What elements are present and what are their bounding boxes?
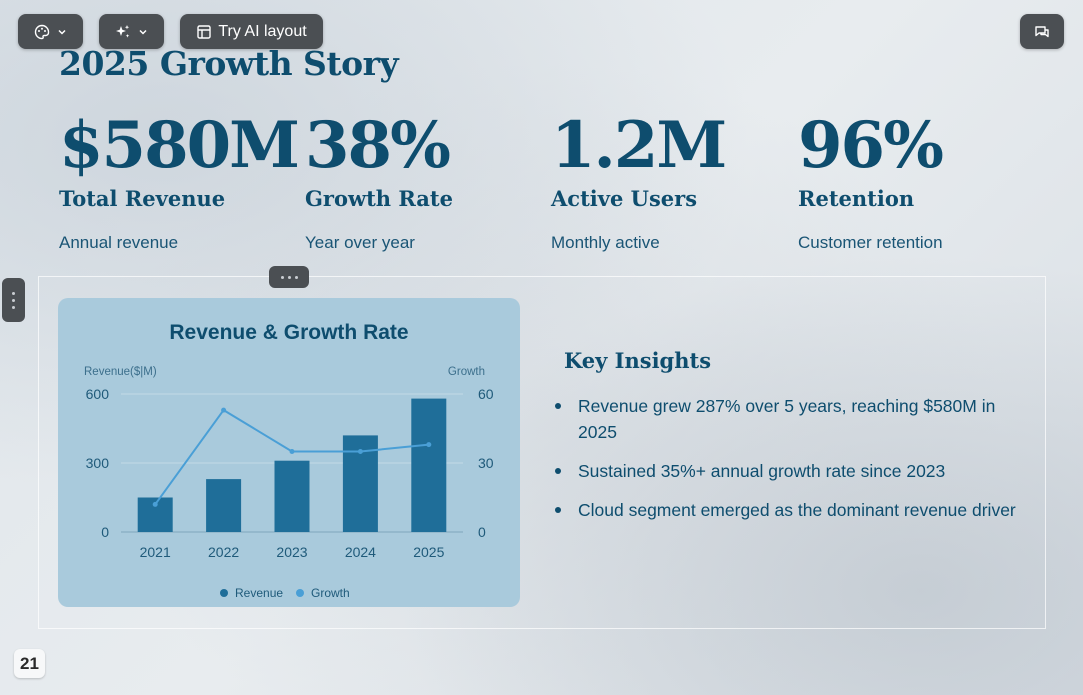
key-insights: Key Insights Revenue grew 287% over 5 ye… <box>555 348 1034 536</box>
stat-total-revenue: $580M Total Revenue Annual revenue <box>59 108 300 253</box>
stat-label: Growth Rate <box>305 186 453 211</box>
x-tick-label: 2021 <box>140 544 171 560</box>
stat-retention: 96% Retention Customer retention <box>798 108 944 253</box>
stat-description: Year over year <box>305 233 415 252</box>
stat-label: Active Users <box>551 186 698 211</box>
stat-label: Retention <box>798 186 915 211</box>
point-growth-2023 <box>289 449 295 454</box>
stat-value: 38% <box>305 108 451 183</box>
stat-label: Total Revenue <box>59 186 226 211</box>
legend-marker-revenue <box>220 589 228 597</box>
y-right-tick-label: 0 <box>478 524 486 540</box>
point-growth-2024 <box>357 449 363 454</box>
point-growth-2021 <box>152 501 158 507</box>
bar-revenue-2023 <box>274 460 310 532</box>
x-tick-label: 2022 <box>208 544 239 560</box>
chevron-down-icon <box>56 26 68 38</box>
y-left-tick-label: 300 <box>86 455 110 471</box>
y-left-axis-label: Revenue($|M) <box>84 366 157 378</box>
try-ai-layout-label: Try AI layout <box>218 22 307 40</box>
legend-label-revenue: Revenue <box>235 586 283 600</box>
y-right-tick-label: 60 <box>478 386 494 402</box>
y-left-tick-label: 600 <box>86 386 110 402</box>
revenue-growth-chart: Revenue & Growth Rate Revenue($|M) Growth 6… <box>84 321 494 600</box>
try-ai-layout-button[interactable]: Try AI layout <box>180 14 323 49</box>
chat-icon <box>1034 24 1050 40</box>
stat-value: $580M <box>59 108 300 183</box>
stat-description: Annual revenue <box>59 233 179 252</box>
point-growth-2025 <box>426 442 432 448</box>
slide-title: 2025 Growth Story <box>59 44 399 83</box>
bar-revenue-2022 <box>206 479 242 532</box>
ai-style-button[interactable] <box>99 14 164 49</box>
x-tick-label: 2025 <box>413 544 444 560</box>
y-left-tick-label: 0 <box>101 524 109 540</box>
insights-title: Key Insights <box>564 348 712 373</box>
point-growth-2022 <box>221 407 227 413</box>
theme-button[interactable] <box>18 14 83 49</box>
palette-icon <box>34 24 50 40</box>
chart-title: Revenue & Growth Rate <box>169 321 408 344</box>
insight-item: Revenue grew 287% over 5 years, reaching… <box>555 393 1034 445</box>
chart-card[interactable]: Revenue & Growth Rate Revenue($|M) Growth 6… <box>58 298 520 607</box>
stat-active-users: 1.2M Active Users Monthly active <box>551 108 727 253</box>
page-number[interactable]: 21 <box>14 649 45 678</box>
y-right-tick-label: 30 <box>478 455 494 471</box>
x-tick-label: 2023 <box>276 544 307 560</box>
chevron-down-icon <box>137 26 149 38</box>
bar-revenue-2025 <box>411 398 447 532</box>
content-frame <box>38 276 1046 629</box>
legend-label-growth: Growth <box>311 586 350 600</box>
legend-marker-growth <box>296 589 304 597</box>
stat-description: Customer retention <box>798 233 943 252</box>
insights-list: Revenue grew 287% over 5 years, reaching… <box>555 393 1034 523</box>
stat-growth-rate: 38% Growth Rate Year over year <box>305 108 453 253</box>
block-drag-handle[interactable] <box>2 278 25 322</box>
x-tick-label: 2024 <box>345 544 376 560</box>
insight-item: Sustained 35%+ annual growth rate since … <box>555 458 1034 484</box>
layout-icon <box>196 24 212 40</box>
stat-value: 96% <box>798 108 944 183</box>
row-drag-handle[interactable] <box>269 266 309 288</box>
stat-value: 1.2M <box>551 108 727 183</box>
stat-description: Monthly active <box>551 233 660 252</box>
insight-item: Cloud segment emerged as the dominant re… <box>555 497 1034 523</box>
sparkle-icon <box>115 24 131 40</box>
y-right-axis-label: Growth <box>448 366 485 378</box>
comments-button[interactable] <box>1020 14 1064 49</box>
